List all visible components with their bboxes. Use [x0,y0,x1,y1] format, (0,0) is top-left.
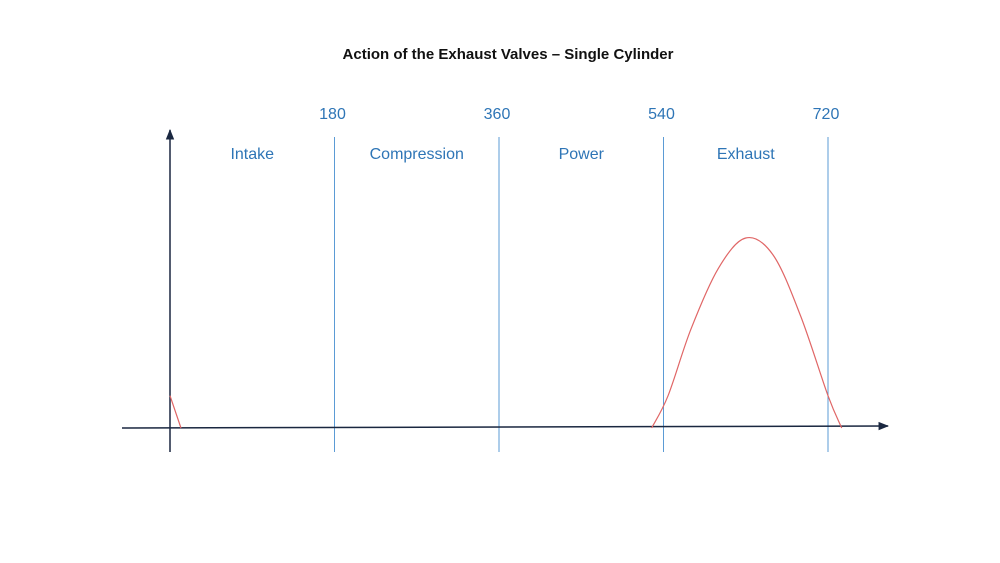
tick-label-540: 540 [648,106,675,123]
stroke-label-power: Power [559,146,605,163]
tick-label-720: 720 [813,106,840,123]
stroke-label-exhaust: Exhaust [717,146,775,163]
tick-label-360: 360 [484,106,511,123]
exhaust-lift-curve-1 [651,236,843,429]
tick-label-180: 180 [319,106,346,123]
x-axis [121,421,890,431]
diagram-title: Action of the Exhaust Valves – Single Cy… [342,46,674,63]
stroke-label-intake: Intake [230,146,274,163]
stroke-label-compression: Compression [370,146,464,163]
exhaust-lift-curve-0 [169,395,182,429]
